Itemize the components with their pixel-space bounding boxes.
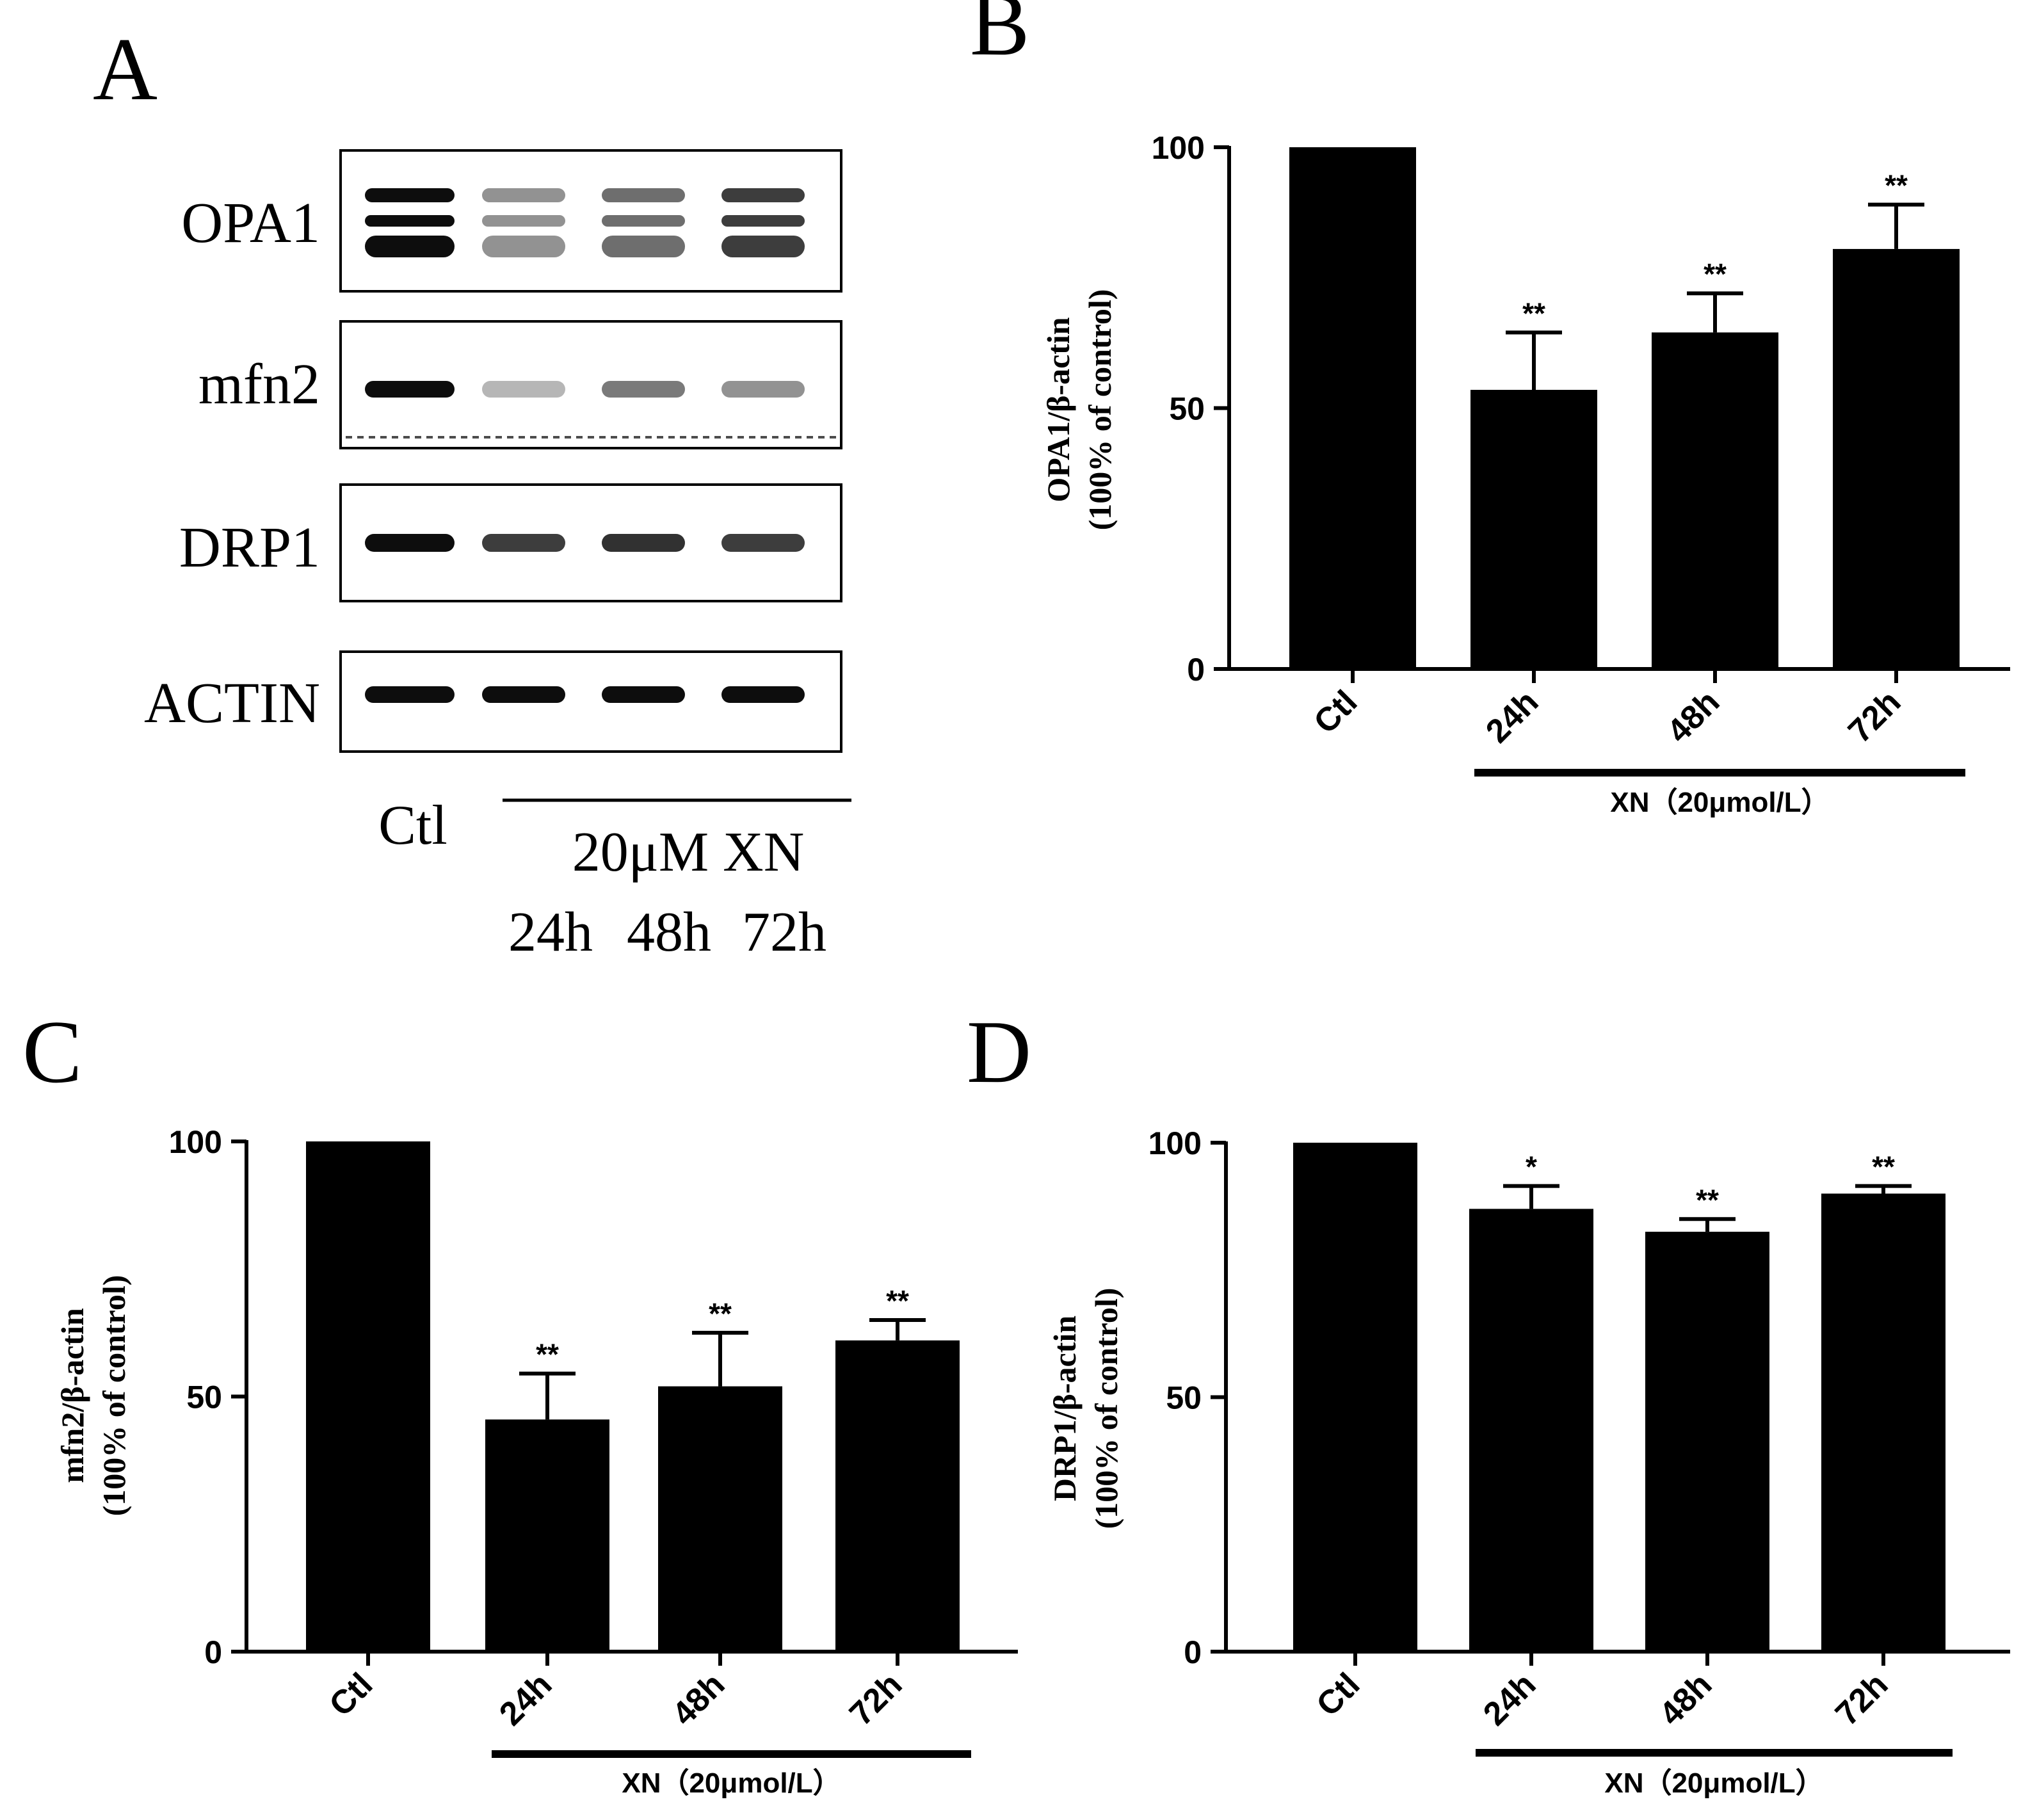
blot-label-drp1: DRP1 (179, 516, 320, 579)
y-axis-label: (100% of control) (1088, 1288, 1124, 1529)
blot-band (365, 686, 455, 703)
blot-band (602, 215, 685, 227)
bar-ctl (306, 1141, 430, 1652)
blot-band (721, 236, 805, 257)
significance-marker: * (1526, 1150, 1537, 1184)
y-tick-label: 50 (1169, 391, 1205, 427)
y-tick-label: 100 (169, 1124, 222, 1160)
significance-marker: ** (1522, 296, 1545, 330)
bar-72h (835, 1340, 960, 1652)
bar-ctl (1293, 1143, 1417, 1652)
x-tick-label: 24h (492, 1666, 559, 1732)
blot-treatment-label: 20μM XN (572, 821, 805, 883)
y-axis-label: (100% of control) (96, 1275, 132, 1517)
blot-band (482, 534, 565, 552)
blot-label-mfn2: mfn2 (198, 353, 320, 416)
blot-band (602, 381, 685, 398)
y-tick-label: 0 (204, 1634, 222, 1670)
significance-marker: ** (536, 1338, 559, 1371)
western-blot-panel: OPA1 mfn2 DRP1 ACTIN Ctl 20μM XN 24h 48h… (144, 149, 851, 963)
y-tick-label: 0 (1187, 652, 1205, 688)
blot-band (721, 686, 805, 703)
blot-label-actin: ACTIN (144, 672, 320, 735)
blot-time-48h: 48h (627, 901, 711, 963)
blot-label-opa1: OPA1 (181, 191, 320, 255)
x-tick-label: 72h (1828, 1666, 1895, 1732)
bar-48h (658, 1386, 782, 1652)
bar-24h (1469, 1209, 1593, 1652)
panel-letter-a: A (93, 20, 157, 119)
blot-band (365, 236, 455, 257)
significance-marker: ** (886, 1284, 909, 1317)
x-tick-label: 24h (1479, 683, 1545, 750)
blot-band (365, 534, 455, 552)
chart-b: ** ** ** 0 50 100 Ctl 24h 48h 72h OPA1/β-actin (100… (1040, 130, 2010, 818)
blot-band (602, 534, 685, 552)
x-tick-label: 48h (665, 1666, 732, 1732)
blot-band (482, 215, 565, 227)
chart-c: ** ** ** 0 50 100 Ctl 24h 48h 72h mfn2/β-actin (100… (54, 1124, 1018, 1799)
blot-band (602, 686, 685, 703)
x-tick-label: Ctl (322, 1666, 380, 1723)
blot-lane-ctl: Ctl (378, 794, 447, 857)
bar-48h (1645, 1232, 1769, 1652)
y-tick-label: 50 (186, 1380, 222, 1415)
bar-24h (1470, 389, 1597, 669)
blot-band (482, 188, 565, 202)
significance-marker: ** (1696, 1183, 1719, 1216)
group-label: XN（20μmol/L） (622, 1768, 841, 1799)
significance-marker: ** (1885, 169, 1908, 202)
bar-72h (1821, 1193, 1945, 1652)
blot-band (482, 686, 565, 703)
x-tick-label: 48h (1652, 1666, 1719, 1732)
x-tick-label: 72h (842, 1666, 909, 1732)
blot-band (365, 381, 455, 398)
x-tick-label: Ctl (1307, 683, 1364, 741)
blot-time-24h: 24h (508, 901, 593, 963)
y-axis-label: mfn2/β-actin (54, 1308, 90, 1483)
blot-band (721, 381, 805, 398)
y-tick-label: 50 (1166, 1380, 1202, 1416)
x-tick-label: Ctl (1309, 1666, 1367, 1723)
blot-bands (346, 188, 836, 703)
group-label: XN（20μmol/L） (1610, 787, 1829, 818)
bar-72h (1833, 248, 1960, 669)
blot-time-72h: 72h (742, 901, 826, 963)
blot-band (721, 188, 805, 202)
significance-marker: ** (1704, 257, 1727, 291)
x-tick-label: 24h (1476, 1666, 1543, 1732)
x-tick-label: 48h (1660, 683, 1727, 750)
blot-band (482, 381, 565, 398)
bar-ctl (1289, 147, 1416, 669)
y-tick-label: 0 (1184, 1634, 1202, 1670)
y-axis-label: (100% of control) (1082, 289, 1118, 531)
bar-48h (1652, 332, 1778, 669)
blot-band (721, 534, 805, 552)
x-tick-label: 72h (1841, 683, 1908, 750)
y-axis-label: DRP1/β-actin (1047, 1316, 1083, 1501)
significance-marker: ** (1872, 1150, 1895, 1184)
blot-band (602, 236, 685, 257)
y-axis-label: OPA1/β-actin (1040, 317, 1076, 502)
y-tick-label: 100 (1152, 130, 1205, 166)
blot-band (365, 188, 455, 202)
group-label: XN（20μmol/L） (1604, 1768, 1823, 1799)
bar-24h (485, 1419, 609, 1652)
panel-letter-b: B (970, 0, 1029, 74)
blot-band (482, 236, 565, 257)
significance-marker: ** (709, 1297, 732, 1330)
blot-band (721, 215, 805, 227)
panel-letter-d: D (967, 1003, 1031, 1102)
y-tick-label: 100 (1148, 1125, 1202, 1161)
blot-band (602, 188, 685, 202)
panel-letter-c: C (22, 1003, 82, 1102)
blot-band (365, 215, 455, 227)
